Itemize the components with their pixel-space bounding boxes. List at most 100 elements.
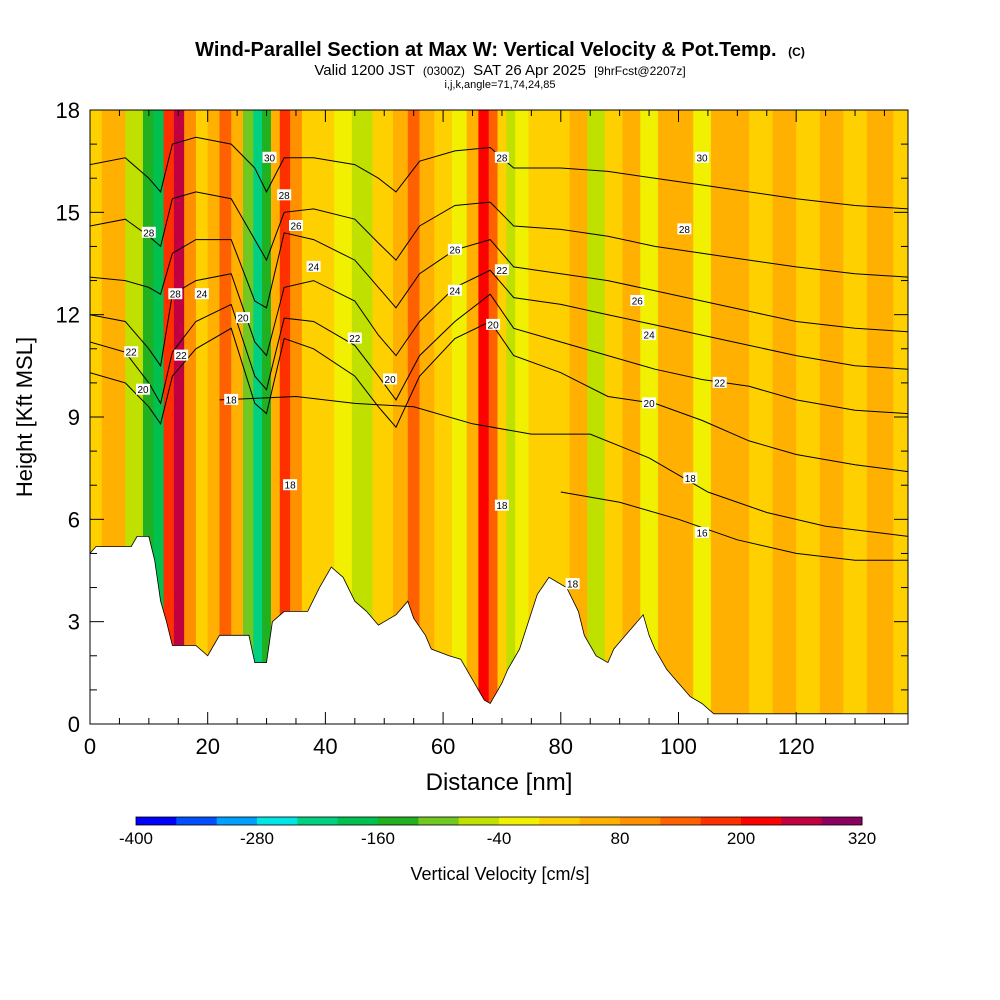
velocity-cell: [270, 110, 281, 724]
y-tick-label: 9: [68, 405, 80, 430]
velocity-cell: [866, 110, 894, 724]
velocity-cell: [796, 110, 821, 724]
contour-label: 30: [695, 151, 709, 164]
velocity-cell: [419, 110, 435, 724]
velocity-cell: [675, 110, 694, 724]
x-axis: 0 20 40 60 80 100 120: [84, 110, 885, 759]
contour-label-box: [277, 189, 292, 201]
contour-label-box: [283, 479, 298, 491]
contour-label-box: [124, 346, 139, 358]
velocity-cell: [153, 110, 165, 724]
velocity-cell: [693, 110, 712, 724]
contour-label: 24: [306, 260, 321, 273]
velocity-cell: [604, 110, 624, 724]
subtitle-utc: (0300Z): [423, 64, 465, 78]
velocity-cell: [262, 110, 272, 724]
contour-label: 28: [494, 151, 509, 164]
contour-label-text: 18: [567, 580, 579, 591]
chart-subtitle-indices: i,j,k,angle=71,74,24,85: [444, 79, 555, 91]
contour-label-text: 18: [496, 501, 508, 512]
colorbar-swatch: [136, 817, 177, 825]
x-tick-label: 60: [431, 734, 455, 759]
chart-title: Wind-Parallel Section at Max W: Vertical…: [195, 39, 776, 61]
velocity-cell: [640, 110, 659, 724]
isentrope-line: [90, 136, 908, 210]
velocity-cell: [569, 110, 588, 724]
velocity-cell: [728, 110, 750, 724]
colorbar-label: Vertical Velocity [cm/s]: [410, 864, 589, 884]
velocity-cell: [163, 110, 175, 724]
contour-label: 22: [712, 376, 727, 389]
velocity-cell: [334, 110, 353, 724]
colorbar: -400 -280 -160 -40 80 200 320: [119, 816, 876, 848]
contour-label: 18: [224, 393, 239, 406]
isentrope-line: [90, 232, 908, 333]
plot-area: [90, 110, 908, 724]
colorbar-tick-label: -160: [361, 829, 395, 848]
colorbar-tick-label: 200: [727, 829, 755, 848]
colorbar-swatch: [660, 817, 702, 825]
contour-label: 18: [565, 578, 580, 591]
colorbar-frame: [135, 816, 863, 826]
y-tick-label: 18: [56, 98, 80, 123]
contour-label-box: [494, 499, 509, 511]
contour-label-box: [447, 243, 462, 255]
contour-label: 26: [630, 295, 645, 308]
colorbar-swatch: [499, 817, 540, 825]
velocity-cell: [434, 110, 453, 724]
y-tick-label: 15: [56, 200, 80, 225]
velocity-cell: [506, 110, 516, 724]
contour-label-text: 18: [226, 395, 238, 406]
isentrope-line: [219, 395, 908, 537]
contour-label-box: [695, 527, 709, 538]
contour-label-text: 16: [696, 529, 708, 540]
contour-label-text: 20: [488, 320, 500, 331]
contour-label: 24: [194, 288, 209, 301]
contour-label: 20: [383, 373, 398, 386]
contour-label-box: [289, 220, 303, 231]
x-tick-label: 120: [778, 734, 815, 759]
isentrope-line: [560, 491, 908, 561]
contour-label: 28: [677, 223, 692, 236]
contour-label-text: 22: [176, 351, 188, 362]
colorbar-tick-label: -280: [240, 829, 274, 848]
subtitle-valid: Valid 1200 JST: [314, 62, 414, 79]
isentrope-line: [90, 320, 908, 473]
contour-label-box: [712, 376, 727, 388]
chart-title-line: Wind-Parallel Section at Max W: Vertical…: [195, 39, 805, 61]
contour-label-box: [565, 578, 580, 590]
contour-label: 28: [277, 189, 292, 202]
contour-label: 20: [642, 397, 657, 410]
contour-label: 20: [486, 318, 501, 331]
contour-label-box: [642, 329, 657, 341]
contour-label-box: [262, 151, 277, 163]
colorbar-swatch: [378, 817, 419, 825]
contour-label-box: [494, 264, 509, 276]
colorbar-swatch: [700, 817, 742, 825]
chart-title-suffix: (C): [788, 45, 805, 59]
x-tick-label: 40: [313, 734, 337, 759]
velocity-cell: [142, 110, 154, 724]
terrain-mask: [90, 536, 908, 724]
contour-label-text: 26: [632, 297, 644, 308]
contour-label: 20: [136, 383, 150, 396]
contour-label: 30: [262, 151, 277, 164]
velocity-cell: [207, 110, 221, 724]
velocity-cell: [279, 110, 291, 724]
contour-label: 22: [124, 346, 139, 359]
contour-label-text: 24: [196, 290, 208, 301]
colorbar-swatch: [579, 817, 621, 825]
isentrope-line: [90, 191, 908, 278]
y-axis-label: Height [Kft MSL]: [12, 337, 37, 497]
velocity-cell: [772, 110, 797, 724]
contour-label-text: 22: [349, 334, 361, 345]
chart-subtitle: Valid 1200 JST (0300Z) SAT 26 Apr 2025 […: [314, 62, 685, 79]
colorbar-swatch: [620, 817, 661, 825]
velocity-cell: [657, 110, 677, 724]
contour-label-box: [194, 288, 209, 300]
colorbar-swatch: [458, 817, 500, 825]
velocity-cell: [184, 110, 197, 724]
velocity-cell: [622, 110, 641, 724]
velocity-cell: [749, 110, 774, 724]
